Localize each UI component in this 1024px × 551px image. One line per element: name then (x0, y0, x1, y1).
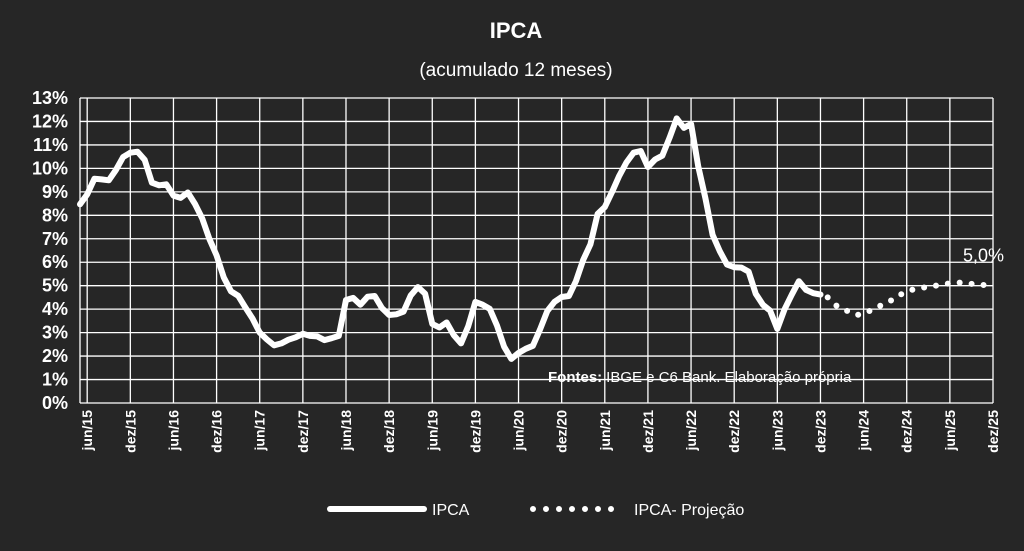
y-tick-label: 2% (42, 346, 68, 366)
x-tick-label: dez/23 (812, 410, 828, 453)
y-tick-label: 1% (42, 370, 68, 390)
y-tick-label: 0% (42, 393, 68, 413)
x-tick-label: jun/23 (769, 410, 785, 452)
x-tick-label: dez/17 (295, 410, 311, 453)
y-tick-label: 13% (32, 88, 68, 108)
x-tick-label: jun/18 (338, 410, 354, 452)
y-tick-label: 9% (42, 182, 68, 202)
y-tick-label: 5% (42, 276, 68, 296)
x-tick-label: jun/17 (252, 410, 268, 452)
source-note: Fontes: IBGE e C6 Bank. Elaboração própri… (548, 369, 852, 386)
y-axis-ticks: 0% 1% 2% 3% 4% 5% 6% 7% 8% 9% 10% 11% 12% 13% (32, 88, 68, 413)
x-tick-label: jun/20 (511, 410, 527, 452)
legend-label-projecao: IPCA- Projeção (634, 502, 744, 519)
y-tick-label: 4% (42, 299, 68, 319)
x-axis-ticks: jun/15 dez/15 jun/16 dez/16 jun/17 dez/17 jun/… (79, 410, 1001, 453)
y-tick-label: 7% (42, 229, 68, 249)
x-tick-label: jun/19 (424, 410, 440, 452)
annotation-final-value: 5,0% (963, 246, 1004, 266)
chart-subtitle: (acumulado 12 meses) (419, 60, 612, 81)
source-text: IBGE e C6 Bank. Elaboração própria (606, 369, 852, 386)
y-tick-label: 10% (32, 158, 68, 178)
x-tick-label: dez/18 (381, 410, 397, 453)
y-tick-label: 3% (42, 323, 68, 343)
legend: IPCA IPCA- Projeção (327, 502, 744, 519)
chart-title: IPCA (490, 18, 543, 43)
x-tick-label: dez/15 (122, 410, 138, 453)
x-tick-label: jun/15 (79, 410, 95, 452)
series-line-projecao (824, 279, 996, 318)
x-tick-label: dez/16 (209, 410, 225, 453)
y-tick-label: 11% (33, 135, 68, 155)
x-tick-label: jun/22 (683, 410, 699, 452)
x-tick-label: jun/16 (165, 410, 181, 452)
x-tick-label: dez/20 (554, 410, 570, 453)
x-tick-label: dez/25 (985, 410, 1001, 453)
y-tick-label: 8% (42, 205, 68, 225)
series-line-ipca (77, 115, 824, 362)
x-tick-label: dez/21 (640, 410, 656, 453)
x-tick-label: jun/24 (856, 410, 872, 452)
series (77, 115, 996, 362)
legend-label-ipca: IPCA (432, 502, 470, 519)
grid (79, 97, 994, 404)
y-tick-label: 6% (42, 252, 68, 272)
x-tick-label: jun/21 (597, 410, 613, 452)
y-tick-label: 12% (32, 111, 68, 131)
x-tick-label: jun/25 (942, 410, 958, 452)
x-tick-label: dez/24 (899, 410, 915, 453)
x-tick-label: dez/19 (467, 410, 483, 453)
x-tick-label: dez/22 (726, 410, 742, 453)
source-label: Fontes: (548, 369, 602, 386)
